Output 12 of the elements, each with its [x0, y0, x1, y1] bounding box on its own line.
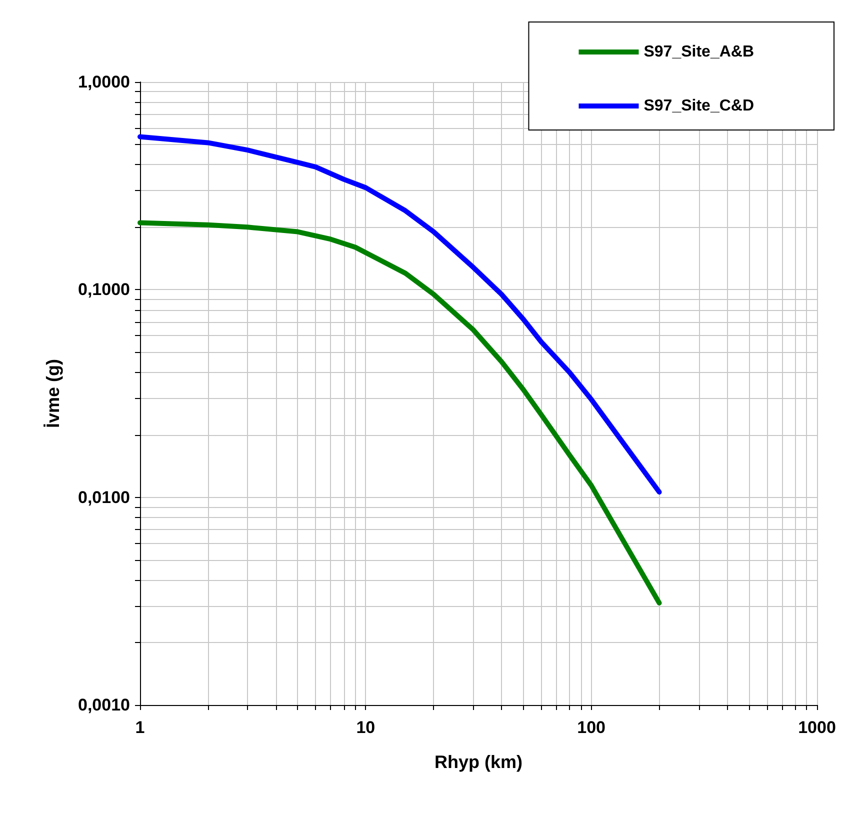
x-tick-label: 1: [135, 718, 145, 737]
y-tick-label: 0,0100: [78, 488, 130, 507]
x-tick-label: 100: [577, 718, 606, 737]
x-axis-title: Rhyp (km): [434, 752, 523, 772]
y-tick-label: 0,0010: [78, 696, 130, 714]
y-tick-label: 0,1000: [78, 280, 130, 300]
x-tick-label: 10: [356, 718, 376, 737]
legend-label: S97_Site_C&D: [644, 98, 754, 114]
y-axis-title: İvme (g): [43, 358, 63, 428]
legend-label: S97_Site_A&B: [644, 44, 754, 60]
y-tick-label: 1,0000: [78, 72, 130, 92]
x-tick-label: 1000: [798, 718, 836, 737]
